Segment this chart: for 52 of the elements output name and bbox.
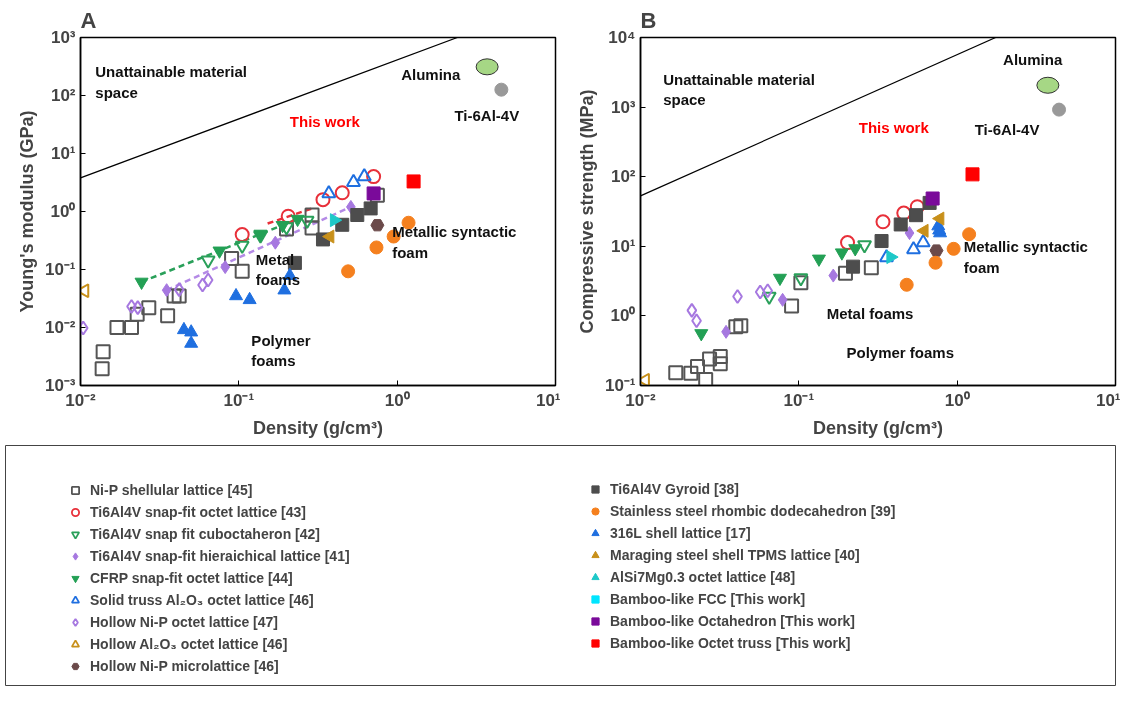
y-tick-label: 10⁰ [610,306,636,326]
y-tick-label: 10⁻¹ [44,260,76,279]
annotation: Alumina [1003,51,1063,69]
y-tick-label: 10³ [610,97,636,117]
legend-label: Ni-P shellular lattice [45] [90,481,253,499]
y-tick-label: 10⁰ [50,202,76,221]
annotation: Polymer foams [846,343,955,361]
x-tick-label: 10¹ [535,390,561,410]
legend-label: Hollow Ni-P octet lattice [47] [90,613,278,631]
annotation: Unattainable material space [95,63,248,101]
annotation: Alumina [401,66,461,84]
y-tick-label: 10¹ [610,236,636,256]
legend-label: Stainless steel rhombic dodecahedron [39] [610,502,896,520]
annotation: Polymer foams [251,331,311,370]
legend-label: Ti6Al4V snap-fit hieraichical lattice [41] [90,547,350,565]
y-tick-label: 10² [50,86,76,105]
legend-label: 316L shell lattice [17] [610,524,751,542]
legend-label: Ti6Al4V snap fit cuboctaheron [42] [90,525,321,543]
y-tick-label: 10⁴ [608,28,636,47]
legend-label: Bamboo-like Octahedron [This work] [610,612,856,630]
annotation: This work [858,118,930,136]
legend-label: CFRP snap-fit octet lattice [44] [90,569,293,587]
x-tick-label: 10⁰ [944,390,970,410]
x-tick-label: 10¹ [1095,390,1121,410]
legend-label: Maraging steel shell TPMS lattice [40] [610,546,860,564]
legend-label: Ti6Al4V Gyroid [38] [610,480,739,498]
y-tick-label: 10² [610,167,636,187]
x-axis-title: Density (g/cm³) [812,417,944,438]
x-tick-label: 10⁻¹ [783,390,815,410]
annotation: Unattainable material space [663,70,815,109]
legend-label: AlSi7Mg0.3 octet lattice [48] [610,568,796,586]
y-axis-title: Young's modulus (GPa) [16,110,37,313]
annotation: This work [289,112,361,130]
x-tick-label: 10⁻¹ [223,390,255,410]
y-axis-title: Compressive strength (MPa) [576,89,597,334]
legend-label: Hollow Ni-P microlattice [46] [90,657,279,675]
annotation: Metal foams [826,304,914,322]
x-axis-title: Density (g/cm³) [252,417,384,438]
legend-label: Bamboo-like FCC [This work] [610,590,806,608]
annotation: Metallic syntactic foam [963,238,1088,276]
y-tick-label: 10¹ [50,144,76,163]
chart-title: B [640,7,657,33]
legend-label: Solid truss Al₂O₃ octet lattice [46] [90,591,314,609]
annotation: Ti-6Al-4V [454,107,520,125]
y-tick-label: 10³ [50,28,76,47]
legend-label: Hollow Al₂O₃ octet lattice [46] [90,635,288,653]
annotation: Ti-6Al-4V [974,120,1040,138]
legend-label: Bamboo-like Octet truss [This work] [610,634,851,652]
y-tick-label: 10⁻² [44,318,76,337]
legend-label: Ti6Al4V snap-fit octet lattice [43] [90,503,307,521]
x-tick-label: 10⁰ [384,390,410,410]
chart-title: A [80,7,97,33]
